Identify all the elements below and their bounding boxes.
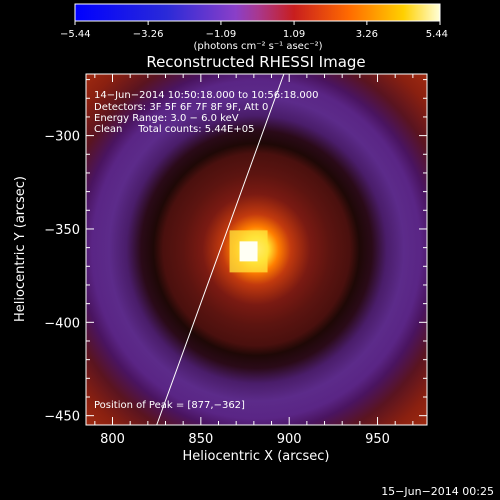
y-tick-label: −400 — [44, 316, 80, 331]
y-tick-label: −350 — [44, 223, 80, 238]
annotation-peak-position: Position of Peak = [877,−362] — [94, 400, 245, 411]
colorbar-tick-label: 3.26 — [356, 29, 378, 40]
y-tick-label: −450 — [44, 410, 80, 425]
x-axis: 800 850 900 950 — [94, 74, 414, 447]
plot-frame — [85, 73, 428, 426]
x-tick-label: 850 — [188, 432, 213, 447]
colorbar-ticks: −5.44 −3.26 −1.09 1.09 3.26 5.44 — [60, 21, 448, 40]
colorbar — [74, 3, 441, 22]
colorbar-unit-label: (photons cm⁻² s⁻¹ asec⁻²) — [193, 41, 322, 52]
y-tick-label: −300 — [44, 130, 80, 145]
x-tick-label: 800 — [100, 432, 125, 447]
x-tick-label: 950 — [365, 432, 390, 447]
annotation-energy-range: Energy Range: 3.0 − 6.0 keV — [94, 113, 239, 124]
timestamp: 15−Jun−2014 00:25 — [381, 485, 494, 498]
plot-area — [86, 74, 427, 425]
peak-core — [239, 241, 258, 262]
colorbar-tick-label: −3.26 — [133, 29, 164, 40]
x-axis-label: Heliocentric X (arcsec) — [183, 449, 330, 464]
y-axis: −300 −350 −400 −450 — [44, 79, 427, 425]
colorbar-tick-label: −1.09 — [206, 29, 237, 40]
chart-title: Reconstructed RHESSI Image — [146, 53, 365, 71]
annotation-time-range: 14−Jun−2014 10:50:18.000 to 10:56:18.000 — [94, 90, 319, 101]
colorbar-tick-label: −5.44 — [60, 29, 91, 40]
annotation-method-counts: Clean Total counts: 5.44E+05 — [94, 124, 254, 135]
annotation-detectors: Detectors: 3F 5F 6F 7F 8F 9F, Att 0 — [94, 102, 268, 113]
limb-line — [156, 74, 285, 425]
colorbar-tick-label: 1.09 — [283, 29, 305, 40]
x-tick-label: 900 — [277, 432, 302, 447]
y-axis-label: Heliocentric Y (arcsec) — [13, 176, 28, 322]
colorbar-tick-label: 5.44 — [426, 29, 448, 40]
